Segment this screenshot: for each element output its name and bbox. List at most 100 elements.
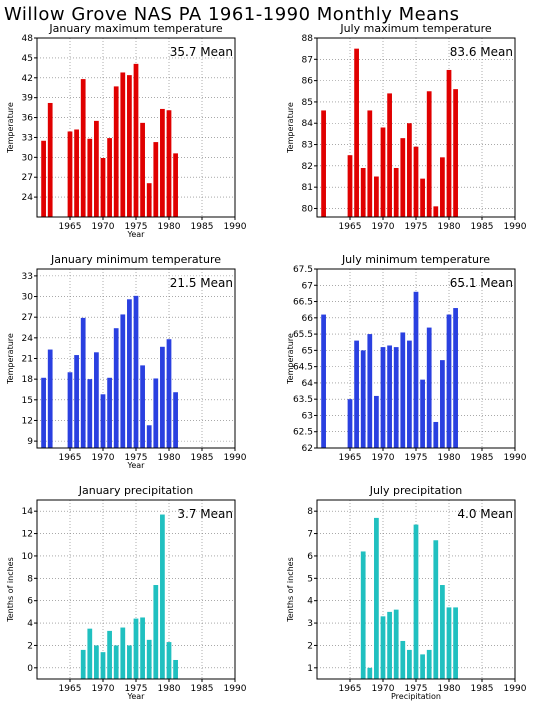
y-tick-label: 8 [27,574,33,584]
bar-1970 [100,652,106,679]
y-tick-label: 63.5 [293,395,313,405]
y-tick-label: 5 [307,574,313,584]
y-axis-label: Tenths of inches [6,557,15,623]
bar-1965 [347,155,353,217]
bar-1970 [380,347,386,448]
bar-1976 [420,379,425,448]
y-tick-label: 39 [22,94,34,104]
x-axis-label: Precipitation [391,692,441,701]
y-tick-label: 9 [27,437,33,447]
y-tick-label: 81 [302,183,313,193]
bar-1976 [420,654,425,679]
bar-1977 [146,183,152,217]
bar-1974 [407,649,412,679]
y-tick-label: 42 [22,74,33,84]
x-tick-label: 1970 [372,684,395,694]
mean-label: 83.6 Mean [450,45,513,59]
bar-1970 [380,127,386,217]
x-tick-label: 1965 [339,453,362,463]
bar-1961 [321,314,326,448]
y-tick-label: 7 [307,530,313,540]
bar-1973 [120,314,126,448]
bar-1979 [160,108,165,217]
y-tick-label: 24 [22,334,34,344]
chart-panel-3: 62 62.5 63 63.5 64 64.5 65 65.5 66 66.5 67 67.5 1965… [286,253,527,463]
chart-title: July precipitation [369,484,463,497]
bar-1968 [87,628,93,679]
y-tick-label: 21 [22,355,33,365]
y-tick-label: 63 [302,411,313,421]
bar-1974 [127,645,132,679]
bar-1977 [146,425,152,448]
x-tick-label: 1990 [504,453,527,463]
bar-1978 [433,540,439,679]
y-tick-label: 1 [307,664,313,674]
y-tick-label: 36 [22,114,34,124]
bar-1980 [166,642,172,679]
y-tick-label: 12 [22,416,33,426]
bar-1971 [107,630,112,679]
bar-1975 [413,291,419,448]
y-tick-label: 67.5 [293,265,313,275]
y-tick-label: 6 [27,597,33,607]
x-axis-label: Year [127,230,146,239]
x-tick-label: 1990 [224,222,247,232]
x-tick-label: 1980 [158,684,181,694]
y-tick-label: 65.5 [293,330,313,340]
x-tick-label: 1975 [125,222,148,232]
bar-1975 [133,618,139,679]
x-tick-label: 1980 [438,222,461,232]
bar-1981 [173,153,178,217]
bar-1981 [453,607,458,679]
y-tick-label: 10 [22,552,34,562]
bar-1968 [87,138,93,217]
bar-1974 [127,75,132,217]
bar-1961 [41,377,46,448]
bar-1976 [140,617,145,679]
bar-1973 [400,640,406,679]
bar-1979 [440,360,445,448]
x-tick-label: 1965 [59,684,82,694]
bar-1980 [446,314,452,448]
bar-1968 [367,334,373,448]
y-tick-label: 62 [302,444,313,454]
bar-1977 [426,649,432,679]
y-axis-label: Temperature [286,102,295,154]
bar-1976 [420,178,425,217]
y-tick-label: 64.5 [293,363,313,373]
x-tick-label: 1965 [59,222,82,232]
bar-1974 [127,299,132,448]
x-tick-label: 1970 [92,453,115,463]
y-tick-label: 65 [302,346,313,356]
bar-1973 [120,627,126,679]
bar-1980 [166,110,172,217]
y-tick-label: 6 [307,552,313,562]
bar-1977 [426,91,432,217]
bar-1980 [166,339,172,448]
x-tick-label: 1990 [224,453,247,463]
bar-1971 [387,611,392,680]
bar-1979 [160,514,165,679]
y-axis-label: Temperature [6,102,15,154]
x-tick-label: 1970 [92,222,115,232]
y-tick-label: 48 [22,34,34,44]
y-tick-label: 24 [22,193,34,203]
bar-1976 [140,122,145,217]
chart-title: July maximum temperature [339,22,492,35]
y-tick-label: 84 [302,119,314,129]
y-tick-label: 86 [302,77,314,87]
x-tick-label: 1975 [405,222,428,232]
bar-1976 [140,365,145,448]
y-tick-label: 0 [27,664,33,674]
y-tick-label: 45 [22,54,33,64]
x-tick-label: 1990 [224,684,247,694]
bar-1973 [120,72,126,217]
y-tick-label: 64 [302,379,314,389]
chart-title: January precipitation [78,484,194,497]
bar-1971 [387,345,392,448]
chart-panel-1: 80 81 82 83 84 85 86 87 88 1965 1970 1975 1980 1985 19… [286,22,527,232]
x-tick-label: 1980 [438,453,461,463]
bar-1975 [413,524,419,679]
x-axis-label: Year [127,692,146,701]
x-tick-label: 1985 [471,222,494,232]
